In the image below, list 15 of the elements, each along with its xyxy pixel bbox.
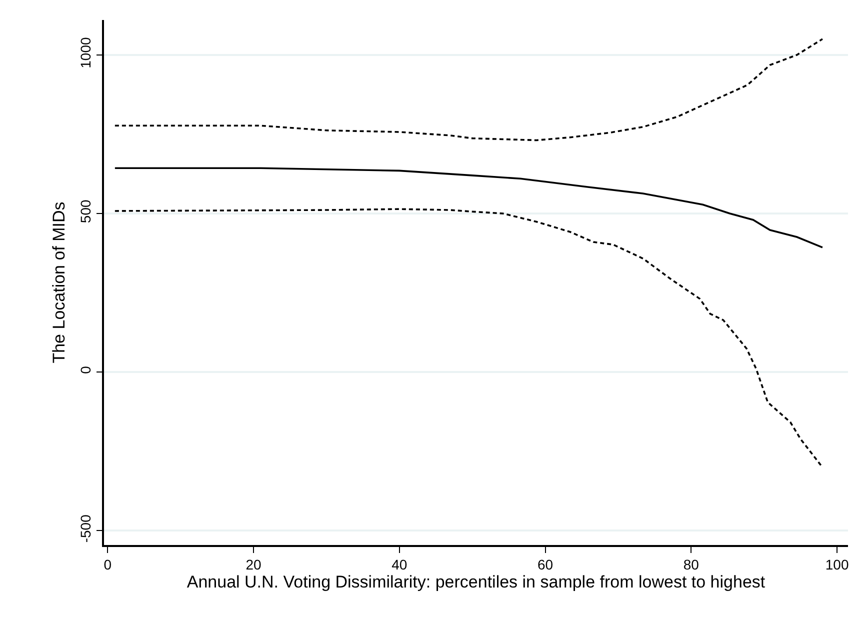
x-tick-label: 40 — [392, 556, 408, 573]
y-tick-label: 1000 — [78, 37, 94, 68]
x-tick-label: 20 — [246, 556, 262, 573]
x-tick-label: 80 — [683, 556, 700, 573]
y-tick-label: 0 — [78, 366, 94, 374]
x-tick-label: 60 — [538, 556, 554, 573]
y-axis-title: The Location of MIDs — [50, 202, 69, 364]
x-tick-label: 100 — [825, 556, 849, 573]
line-series — [114, 208, 824, 468]
y-tick-label: -500 — [78, 514, 94, 543]
x-tick-label: 0 — [104, 556, 112, 573]
y-tick-label: 500 — [78, 200, 94, 224]
line-series — [114, 38, 824, 142]
x-axis-title: Annual U.N. Voting Dissimilarity: percentiles in sample from lowest to highest — [186, 572, 766, 592]
line-series — [114, 167, 824, 248]
